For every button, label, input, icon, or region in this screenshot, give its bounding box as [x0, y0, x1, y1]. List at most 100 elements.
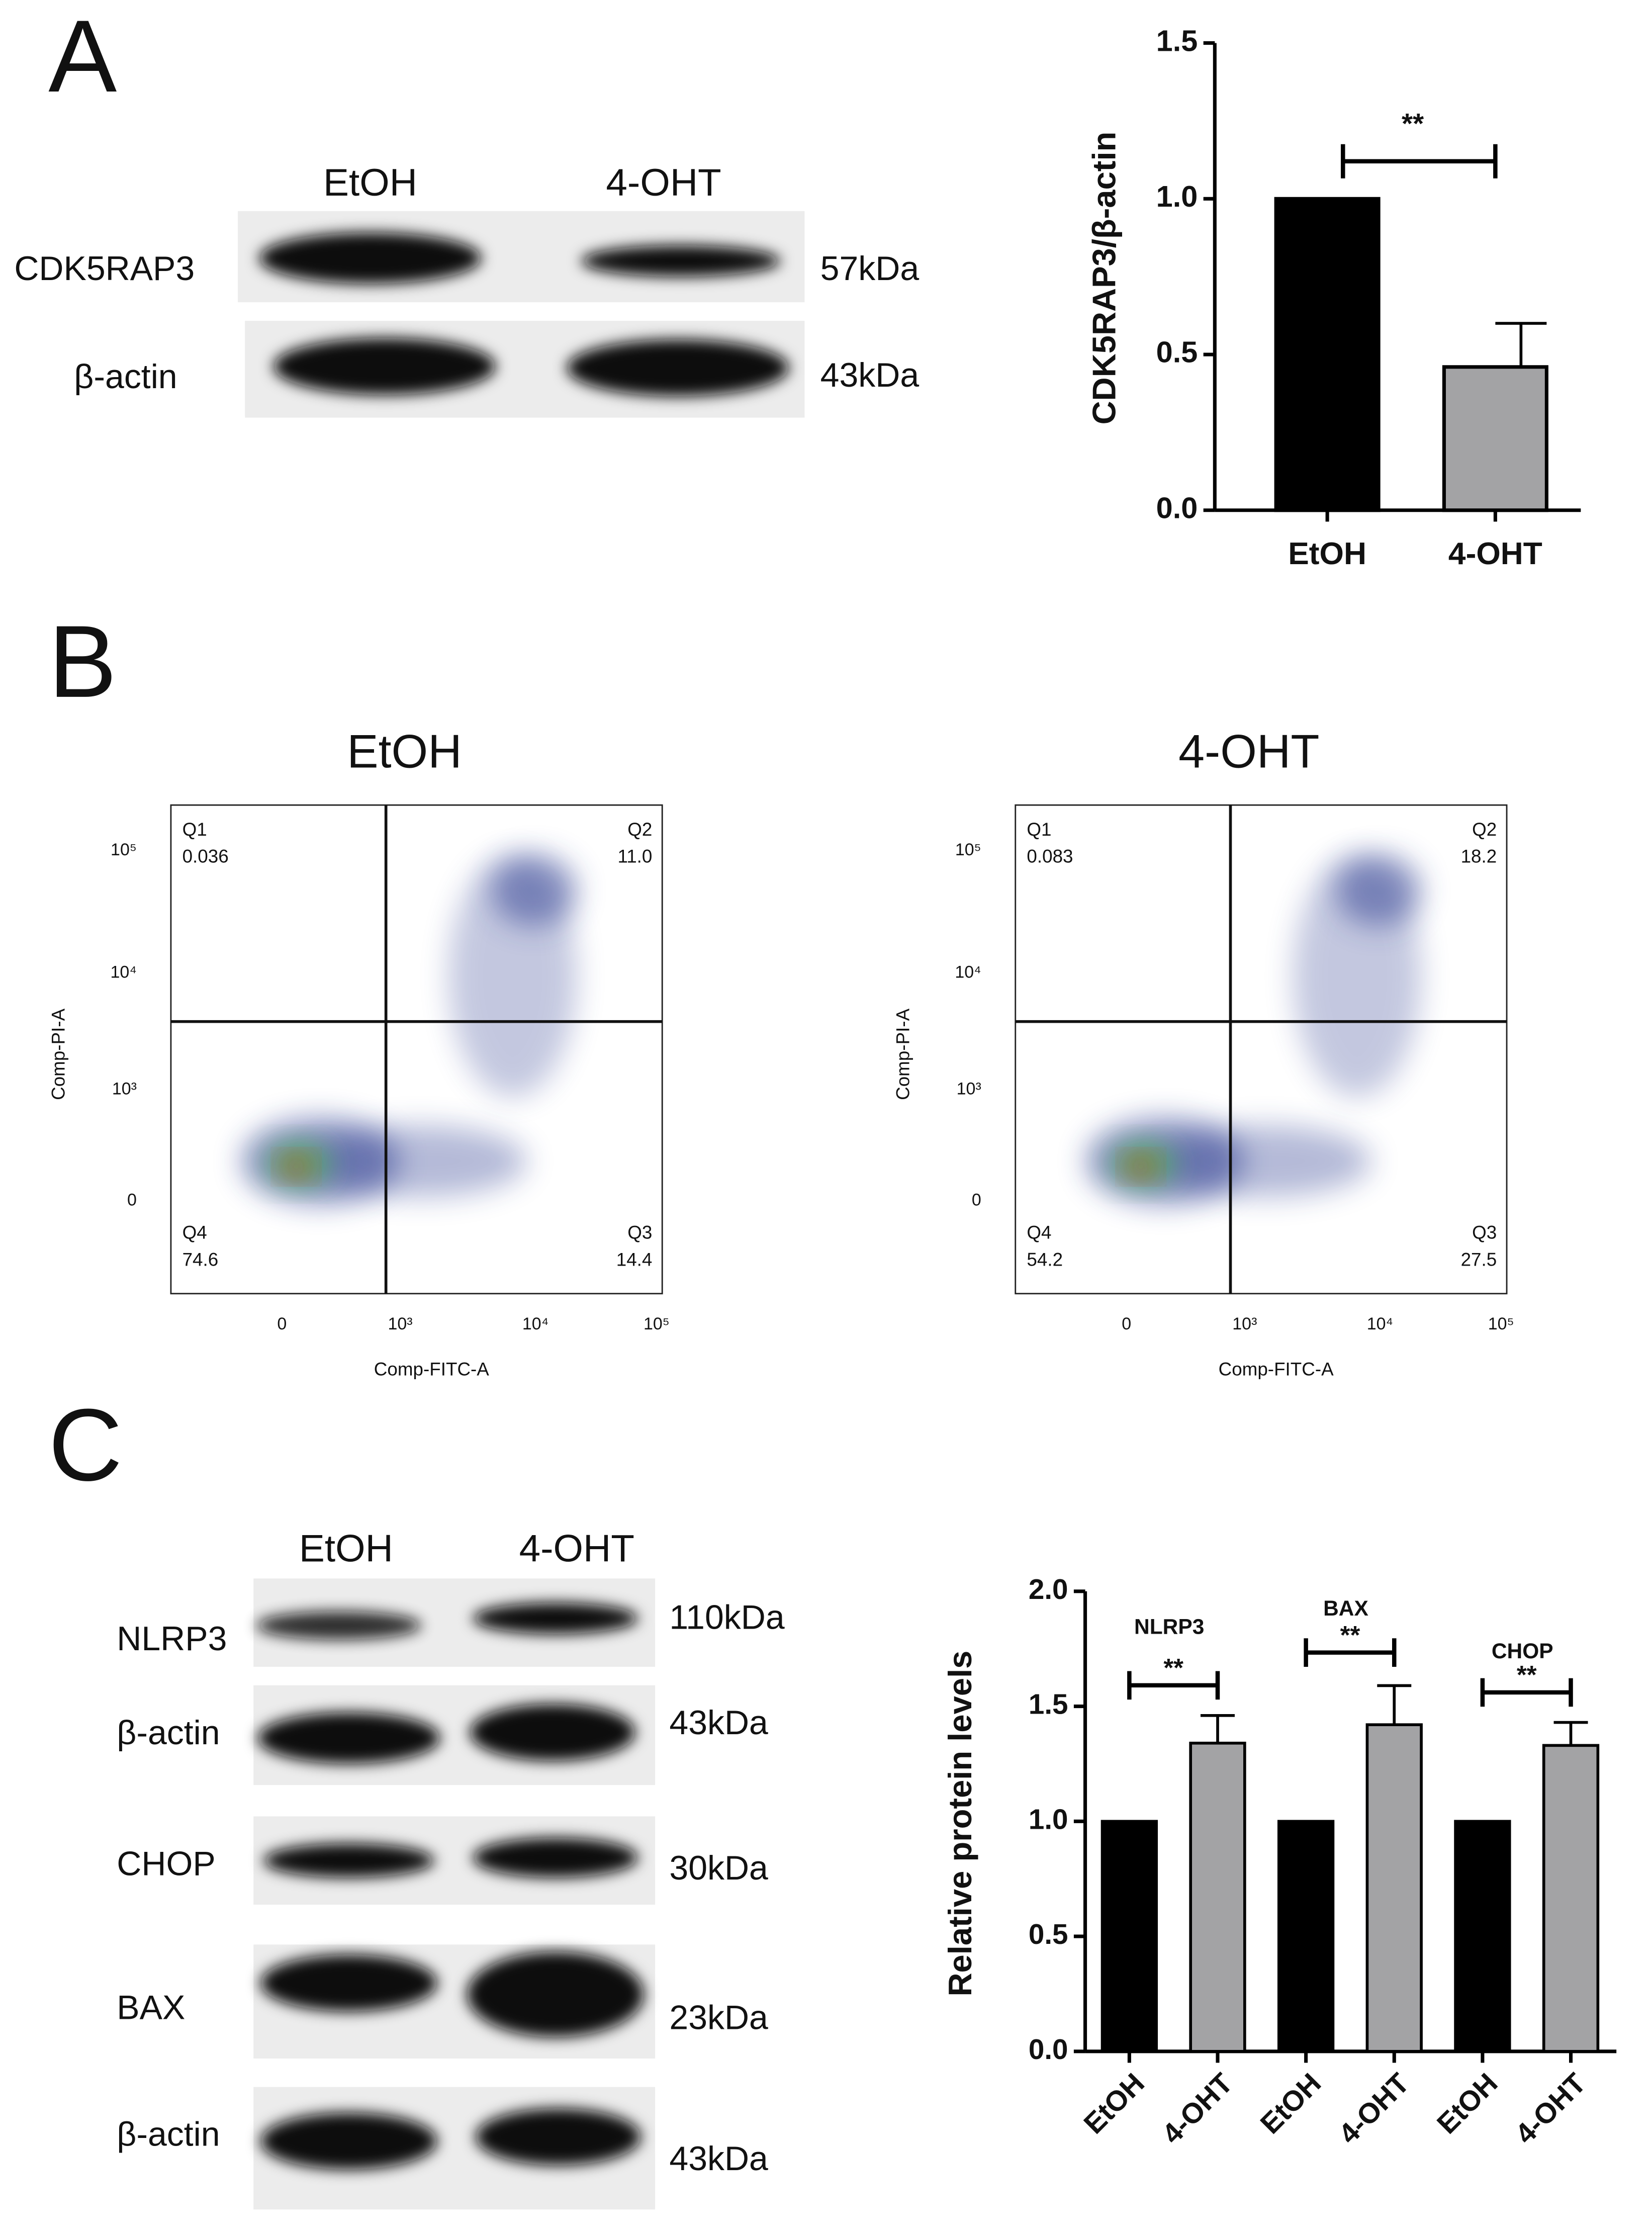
significance: ** — [1163, 1653, 1183, 1682]
bar — [1365, 1723, 1423, 2053]
blot-band — [257, 1712, 440, 1764]
blot-band — [473, 1837, 638, 1878]
quadrant-value: 54.2 — [1027, 1249, 1063, 1270]
cell-density — [1128, 1156, 1154, 1177]
flow-y-tick: 10⁵ — [955, 840, 981, 859]
bar — [1274, 197, 1381, 512]
cell-density — [313, 1125, 527, 1197]
flow-title: EtOH — [347, 725, 462, 778]
y-tick-label: 1.0 — [1156, 180, 1198, 213]
x-tick-label: 4-OHT — [1156, 2068, 1239, 2151]
x-tick-label: EtOH — [1254, 2068, 1327, 2140]
y-tick-label: 1.5 — [1156, 24, 1198, 57]
size-label: 43kDa — [820, 356, 920, 394]
x-tick-label: EtOH — [1288, 537, 1366, 571]
blot-band — [273, 337, 496, 395]
flow-x-tick: 10³ — [1232, 1314, 1257, 1333]
protein-label: CHOP — [117, 1844, 215, 1883]
significance: ** — [1402, 108, 1424, 140]
lane-label: 4-OHT — [519, 1528, 634, 1570]
y-tick-label: 0.0 — [1156, 491, 1198, 524]
flow-x-tick: 10⁴ — [1367, 1314, 1393, 1333]
panel-label: B — [48, 604, 117, 719]
flow-y-label: Comp-PI-A — [48, 1008, 69, 1100]
quadrant-name: Q3 — [627, 1222, 652, 1243]
bar — [1277, 1820, 1335, 2053]
error-bar — [1495, 322, 1547, 367]
size-label: 43kDa — [669, 2139, 768, 2178]
y-axis-title: CDK5RAP3/β-actin — [1085, 132, 1122, 425]
protein-label: CDK5RAP3 — [14, 249, 195, 288]
size-label: 30kDa — [669, 1849, 768, 1887]
quadrant-value: 0.036 — [182, 846, 229, 867]
size-label: 110kDa — [669, 1598, 784, 1636]
size-label: 43kDa — [669, 1704, 768, 1742]
quadrant-name: Q1 — [1027, 819, 1051, 840]
quadrant-value: 74.6 — [182, 1249, 219, 1270]
flow-x-label: Comp-FITC-A — [1219, 1359, 1334, 1379]
bar — [1542, 1744, 1600, 2053]
error-bar — [1201, 1714, 1235, 1743]
flow-x-tick: 10⁵ — [1488, 1314, 1514, 1333]
quadrant-name: Q4 — [1027, 1222, 1051, 1243]
plot-frame — [1015, 804, 1508, 1295]
quadrant-name: Q4 — [182, 1222, 207, 1243]
quadrant-value: 27.5 — [1461, 1249, 1497, 1270]
cell-density — [283, 1156, 309, 1177]
flow-y-tick: 10³ — [957, 1080, 981, 1099]
group-label: NLRP3 — [1134, 1616, 1204, 1639]
flow-x-tick: 0 — [277, 1314, 287, 1333]
quadrant-name: Q2 — [1472, 819, 1497, 840]
y-tick-label: 1.5 — [1029, 1689, 1068, 1721]
flow-x-tick: 10⁵ — [644, 1314, 670, 1333]
significance: ** — [1517, 1660, 1537, 1689]
quadrant-value: 14.4 — [616, 1249, 653, 1270]
bar — [1442, 365, 1548, 512]
protein-label: β-actin — [117, 1714, 220, 1752]
lane-label: EtOH — [299, 1528, 393, 1570]
quadrant-value: 0.083 — [1027, 846, 1073, 867]
size-label: 23kDa — [669, 1998, 768, 2036]
size-label: 57kDa — [820, 249, 920, 288]
group-label: BAX — [1323, 1597, 1368, 1621]
bar — [1189, 1741, 1246, 2053]
y-axis-title: Relative protein levels — [942, 1651, 978, 1997]
protein-label: BAX — [117, 1989, 185, 2027]
flow-x-label: Comp-FITC-A — [374, 1359, 489, 1379]
error-bar — [1377, 1684, 1412, 1725]
flow-y-tick: 0 — [127, 1191, 137, 1210]
lane-label: 4-OHT — [606, 161, 721, 204]
bar — [1454, 1820, 1511, 2053]
blot-band — [260, 1954, 437, 2012]
blot-band — [260, 2112, 437, 2170]
blot-band — [256, 1611, 422, 1640]
y-tick-label: 0.0 — [1029, 2034, 1068, 2066]
x-tick-label: EtOH — [1431, 2068, 1504, 2140]
flow-y-tick: 10⁴ — [111, 962, 137, 981]
blot-band — [473, 1602, 638, 1634]
cell-density — [1336, 855, 1422, 926]
panel-label: C — [48, 1388, 122, 1502]
x-tick-label: 4-OHT — [1509, 2068, 1592, 2151]
flow-y-tick: 10³ — [112, 1080, 137, 1099]
cell-density — [491, 855, 577, 926]
blot-band — [263, 1843, 434, 1878]
protein-label: NLRP3 — [117, 1620, 227, 1658]
lane-label: EtOH — [323, 161, 417, 204]
protein-label: β-actin — [117, 2115, 220, 2154]
flow-title: 4-OHT — [1178, 725, 1319, 778]
quadrant-name: Q2 — [627, 819, 652, 840]
flow-x-tick: 0 — [1122, 1314, 1131, 1333]
quadrant-name: Q3 — [1472, 1222, 1497, 1243]
blot-band — [259, 232, 482, 284]
error-bar — [1553, 1721, 1588, 1746]
flow-y-tick: 10⁵ — [111, 840, 137, 859]
bar — [1100, 1820, 1158, 2053]
y-tick-label: 0.5 — [1029, 1919, 1068, 1950]
flow-y-tick: 10⁴ — [955, 962, 981, 981]
blot-band — [567, 339, 789, 397]
x-tick-label: 4-OHT — [1333, 2068, 1416, 2151]
blot-band — [581, 245, 781, 277]
